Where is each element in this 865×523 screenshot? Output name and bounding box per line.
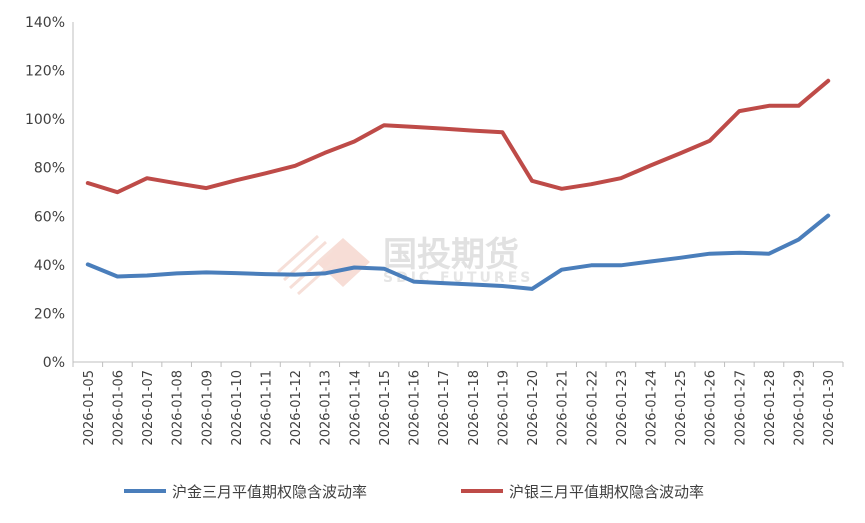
x-tick-label: 2026-01-18	[467, 370, 482, 446]
y-tick-label: 80%	[34, 161, 65, 177]
legend: 沪金三月平值期权隐含波动率 沪银三月平值期权隐含波动率	[124, 483, 704, 501]
x-tick-marks	[72, 362, 844, 367]
x-tick-label: 2026-01-21	[556, 370, 571, 446]
x-tick-label: 2026-01-12	[289, 370, 304, 446]
x-tick-label: 2026-01-11	[260, 370, 275, 446]
x-tick-label: 2026-01-27	[733, 370, 748, 446]
watermark-title: 国投期货	[383, 235, 519, 275]
x-tick-label: 2026-01-25	[674, 370, 689, 446]
x-tick-label: 2026-01-09	[200, 370, 215, 446]
y-tick-labels: 0% 20% 40% 60% 80% 100% 120% 140%	[25, 15, 65, 371]
x-tick-label: 2026-01-16	[408, 370, 423, 446]
x-tick-label: 2026-01-15	[378, 370, 393, 446]
x-tick-label: 2026-01-24	[645, 370, 660, 446]
x-tick-label: 2026-01-29	[793, 370, 808, 446]
y-tick-label: 20%	[34, 306, 65, 322]
y-tick-label: 40%	[34, 258, 65, 274]
watermark-emblem-icon	[276, 234, 370, 296]
x-tick-label: 2026-01-07	[141, 370, 156, 446]
series-line-silver	[85, 78, 831, 195]
x-tick-label: 2026-01-22	[585, 370, 600, 446]
x-tick-label: 2026-01-05	[82, 370, 97, 446]
x-tick-label: 2026-01-23	[615, 370, 630, 446]
x-tick-label: 2026-01-19	[496, 370, 511, 446]
y-tick-label: 120%	[25, 64, 65, 80]
x-tick-label: 2026-01-06	[111, 370, 126, 446]
x-tick-label: 2026-01-08	[171, 370, 186, 446]
y-tick-label: 100%	[25, 112, 65, 128]
legend-label-silver: 沪银三月平值期权隐含波动率	[509, 483, 704, 501]
x-tick-label: 2026-01-20	[526, 370, 541, 446]
legend-label-gold: 沪金三月平值期权隐含波动率	[172, 483, 367, 501]
x-tick-label: 2026-01-13	[319, 370, 334, 446]
x-tick-label: 2026-01-28	[763, 370, 778, 446]
x-tick-label: 2026-01-10	[230, 370, 245, 446]
series-lines	[85, 78, 831, 291]
y-tick-label: 140%	[25, 15, 65, 31]
y-tick-label: 60%	[34, 209, 65, 225]
x-tick-label: 2026-01-17	[437, 370, 452, 446]
y-tick-label: 0%	[43, 355, 65, 371]
series-line-gold	[85, 213, 831, 291]
x-tick-label: 2026-01-26	[704, 370, 719, 446]
x-tick-label: 2026-01-14	[348, 370, 363, 446]
x-tick-label: 2026-01-30	[822, 370, 837, 446]
x-tick-labels: 2026-01-05 2026-01-06 2026-01-07 2026-01-08…	[82, 370, 837, 446]
watermark-logo: 国投期货 SDIC FUTURES	[276, 234, 530, 296]
